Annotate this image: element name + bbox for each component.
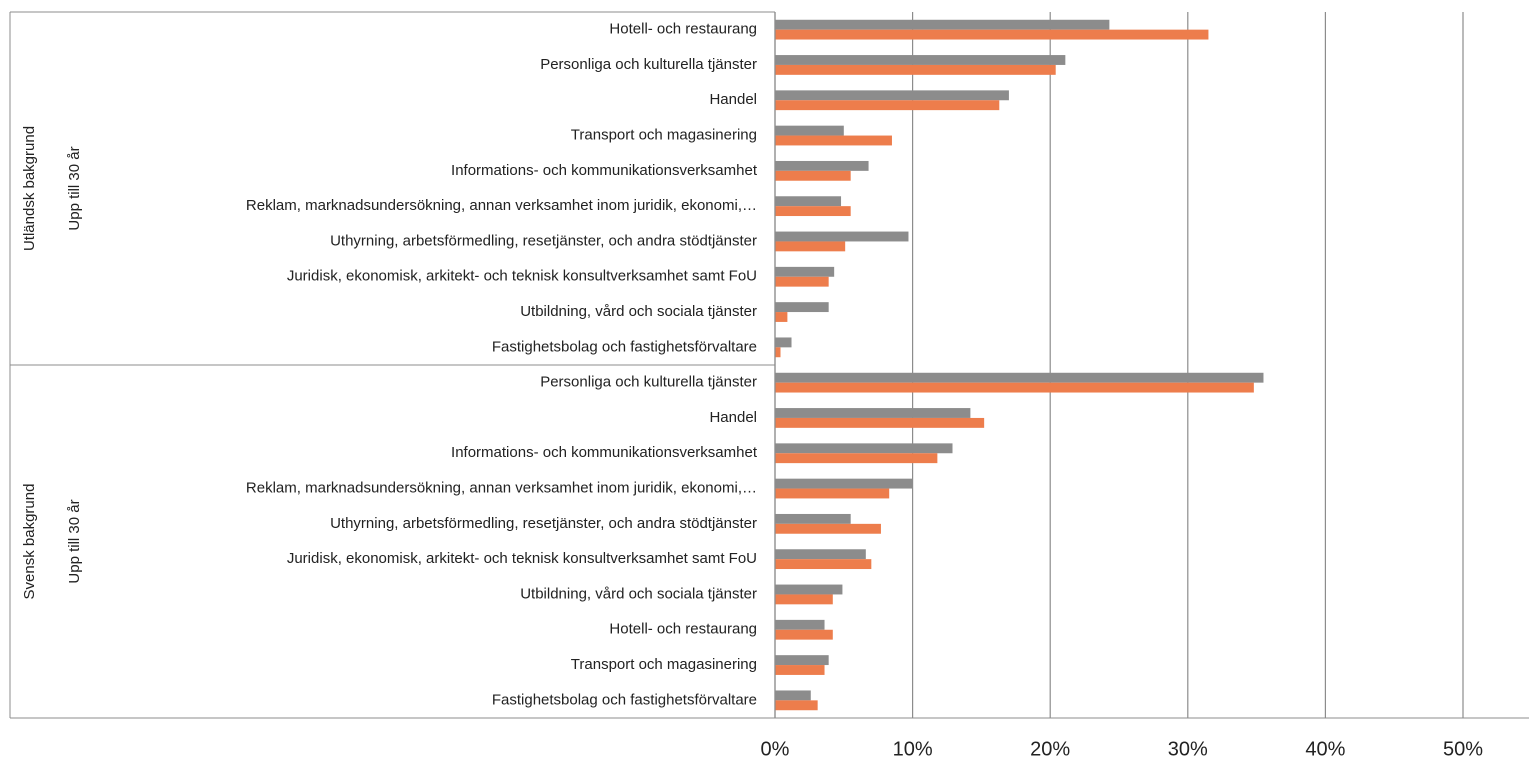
bar xyxy=(775,125,844,136)
bar xyxy=(775,372,1264,383)
bar xyxy=(775,276,829,287)
x-tick-label: 50% xyxy=(1443,738,1483,760)
x-tick-label: 20% xyxy=(1030,738,1070,760)
y-tick-label: Informations- och kommunikationsverksamh… xyxy=(451,162,758,179)
group-label: Utländsk bakgrund xyxy=(21,126,38,251)
y-tick-label: Reklam, marknadsundersökning, annan verk… xyxy=(246,197,757,214)
x-tick-label: 10% xyxy=(893,738,933,760)
y-tick-label: Transport och magasinering xyxy=(571,656,757,673)
y-tick-label: Transport och magasinering xyxy=(571,127,757,144)
y-tick-label: Uthyrning, arbetsförmedling, resetjänste… xyxy=(330,232,757,249)
bar xyxy=(775,170,851,181)
bar xyxy=(775,665,825,675)
bar xyxy=(775,160,869,171)
y-tick-label: Juridisk, ekonomisk, arkitekt- och tekni… xyxy=(287,268,757,285)
y-tick-label: Hotell- och restaurang xyxy=(609,621,757,638)
bar xyxy=(775,619,825,630)
y-tick-label: Uthyrning, arbetsförmedling, resetjänste… xyxy=(330,515,757,532)
y-tick-label: Personliga och kulturella tjänster xyxy=(540,56,757,73)
y-tick-label: Utbildning, vård och sociala tjänster xyxy=(520,585,757,602)
bar xyxy=(775,584,843,595)
bar xyxy=(775,302,829,313)
bar xyxy=(775,417,985,428)
y-tick-label: Informations- och kommunikationsverksamh… xyxy=(451,444,758,461)
bar xyxy=(775,513,851,524)
bar xyxy=(775,206,851,217)
y-tick-label: Handel xyxy=(709,409,757,426)
bar xyxy=(775,231,909,242)
group-label: Svensk bakgrund xyxy=(21,484,38,600)
bar xyxy=(775,347,781,358)
bar xyxy=(775,453,938,464)
bar xyxy=(775,241,846,252)
bar xyxy=(775,594,833,605)
bar xyxy=(775,478,913,489)
y-tick-label: Reklam, marknadsundersökning, annan verk… xyxy=(246,480,757,497)
bar xyxy=(775,549,866,560)
bar xyxy=(775,337,792,348)
bar xyxy=(775,690,811,701)
bar xyxy=(775,382,1254,393)
y-tick-label: Utbildning, vård och sociala tjänster xyxy=(520,303,757,320)
subgroup-label: Upp till 30 år xyxy=(66,146,83,230)
bar xyxy=(775,408,971,418)
y-tick-label: Hotell- och restaurang xyxy=(609,21,757,38)
bar xyxy=(775,312,788,322)
subgroup-label: Upp till 30 år xyxy=(66,499,83,583)
x-tick-label: 40% xyxy=(1305,738,1345,760)
bar xyxy=(775,196,842,207)
bar xyxy=(775,629,833,640)
bar xyxy=(775,90,1009,101)
bar xyxy=(775,100,1000,111)
x-tick-label: 30% xyxy=(1168,738,1208,760)
bar xyxy=(775,29,1209,40)
bar xyxy=(775,266,835,277)
y-tick-label: Fastighetsbolag och fastighetsförvaltare xyxy=(492,338,757,355)
bar xyxy=(775,559,872,570)
bar xyxy=(775,655,829,666)
y-tick-label: Juridisk, ekonomisk, arkitekt- och tekni… xyxy=(287,550,757,567)
y-tick-label: Fastighetsbolag och fastighetsförvaltare xyxy=(492,691,757,708)
bar xyxy=(775,443,953,454)
bar xyxy=(775,523,881,534)
bar xyxy=(775,135,892,146)
x-tick-label: 0% xyxy=(761,738,790,760)
bar xyxy=(775,19,1110,30)
y-tick-label: Personliga och kulturella tjänster xyxy=(540,374,757,391)
bar xyxy=(775,700,818,711)
bar xyxy=(775,55,1066,65)
y-tick-label: Handel xyxy=(709,91,757,108)
bar xyxy=(775,488,890,499)
bar xyxy=(775,64,1056,75)
